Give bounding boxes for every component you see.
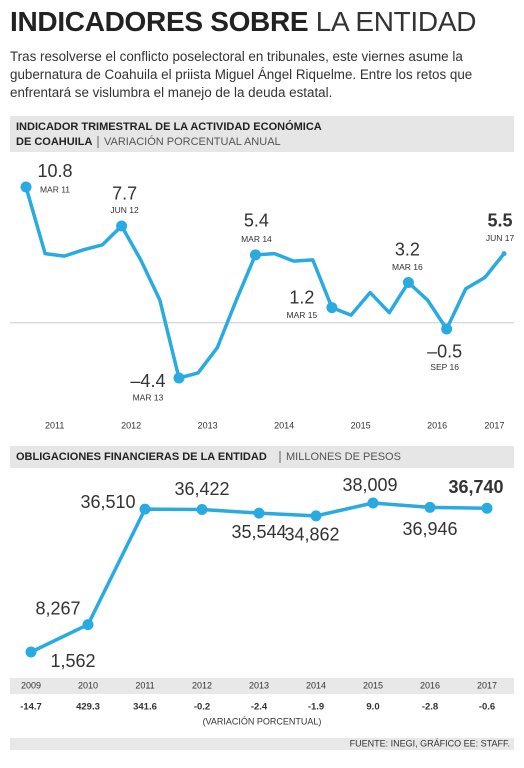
variation-label: 9.0	[366, 702, 379, 713]
point	[441, 323, 453, 335]
variation-label: 429.3	[76, 702, 100, 713]
point	[25, 646, 37, 658]
point	[253, 507, 265, 519]
point	[173, 372, 185, 384]
x-tick-label: 2010	[78, 680, 98, 690]
point	[310, 510, 322, 522]
point	[326, 302, 338, 314]
point	[82, 619, 94, 631]
date-label: MAR 11	[40, 184, 70, 194]
value-label: –4.4	[130, 371, 165, 391]
value-label: –0.5	[427, 342, 462, 362]
x-tick-label: 2015	[363, 680, 383, 690]
chart1-title: INDICADOR TRIMESTRAL DE LA ACTIVIDAD ECO…	[16, 120, 322, 133]
source: FUENTE: INEGI, GRÁFICO EE: STAFF.	[350, 738, 510, 748]
variation-label: 341.6	[133, 702, 157, 713]
title: INDICADORES SOBRE LA ENTIDAD	[10, 6, 476, 38]
x-tick-label: 2015	[351, 420, 371, 430]
point	[367, 497, 379, 509]
variation-title: (VARIACIÓN PORCENTUAL)	[203, 716, 322, 726]
value-label: 38,009	[342, 475, 397, 495]
point	[402, 277, 414, 288]
x-tick-label: 2011	[45, 420, 64, 430]
point	[249, 249, 261, 261]
point	[196, 503, 208, 515]
value-label: 10.8	[37, 161, 72, 181]
point	[139, 503, 151, 515]
title-light: LA ENTIDAD	[315, 6, 477, 37]
date-label: JUN 17	[486, 233, 515, 243]
x-tick-label: 2016	[420, 680, 440, 690]
date-label: MAR 16	[392, 262, 423, 272]
x-tick-label: 2012	[121, 420, 141, 430]
value-label: 36,740	[448, 477, 503, 497]
x-tick-label: 2017	[484, 420, 504, 430]
date-label: MAR 14	[241, 234, 272, 244]
x-tick-label: 2016	[427, 420, 447, 430]
x-tick-label: 2009	[21, 680, 41, 690]
variation-label: -2.4	[251, 702, 268, 713]
point	[116, 220, 128, 232]
value-label: 7.7	[112, 184, 137, 204]
chart1-subtitle: VARIACIÓN PORCENTUAL ANUAL	[104, 135, 281, 148]
series-line	[24, 186, 506, 380]
year-band	[10, 678, 514, 694]
date-label: MAR 15	[287, 310, 318, 320]
x-tick-label: 2012	[192, 680, 212, 690]
source-band	[10, 738, 514, 750]
x-tick-label: 2014	[306, 680, 326, 690]
value-label: 34,862	[284, 525, 339, 545]
header-band	[10, 446, 514, 468]
value-label: 3.2	[395, 239, 420, 259]
value-label: 35,544	[231, 522, 286, 542]
header-band	[10, 116, 514, 152]
chart1-title-2: DE COAHUILA	[16, 136, 92, 148]
value-label: 36,422	[174, 479, 229, 499]
x-tick-label: 2011	[135, 680, 154, 690]
point	[481, 502, 493, 514]
value-label: 5.5	[487, 210, 512, 230]
chart2-title: OBLIGACIONES FINANCIERAS DE LA ENTIDAD	[16, 451, 267, 463]
chart2-subtitle: MILLONES DE PESOS	[286, 451, 401, 463]
date-label: SEP 16	[430, 362, 459, 372]
value-label: 1.2	[289, 287, 314, 307]
value-label: 8,267	[35, 598, 80, 618]
value-label: 5.4	[244, 211, 269, 231]
variation-label: -14.7	[20, 702, 42, 713]
value-label: 36,946	[402, 519, 457, 539]
x-tick-label: 2014	[274, 420, 294, 430]
variation-label: -2.8	[422, 702, 438, 713]
title-bold: INDICADORES SOBRE	[10, 6, 309, 37]
subtitle: Tras resolverse el conflicto poselectora…	[10, 49, 473, 100]
point	[424, 501, 436, 513]
value-label: 36,510	[80, 492, 135, 512]
x-tick-label: 2013	[249, 680, 269, 690]
date-label: JUN 12	[110, 205, 139, 215]
variation-label: -0.2	[194, 702, 210, 713]
x-tick-label: 2013	[198, 420, 218, 430]
date-label: MAR 13	[133, 392, 164, 402]
point	[20, 181, 32, 193]
variation-label: -1.9	[308, 702, 324, 713]
x-tick-label: 2017	[477, 680, 497, 690]
variation-label: -0.6	[479, 702, 495, 713]
point	[501, 251, 507, 257]
value-label: 1,562	[50, 651, 95, 671]
